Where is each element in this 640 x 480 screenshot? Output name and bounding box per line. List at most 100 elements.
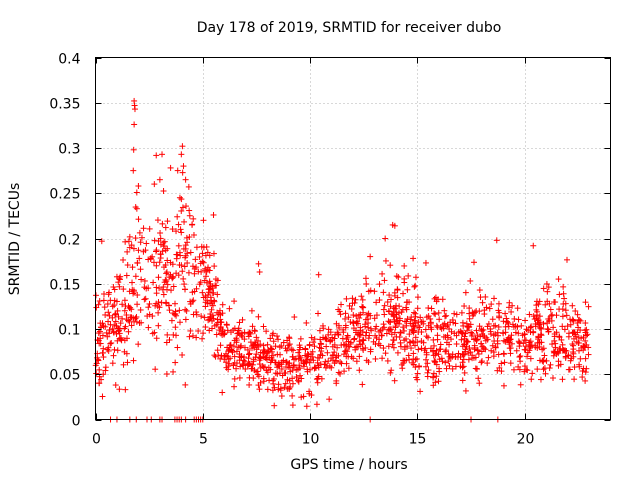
data-point [409,320,416,327]
data-point [351,336,358,343]
data-point [96,380,103,387]
data-point [184,250,191,257]
data-point [338,301,345,308]
data-point [225,356,232,363]
data-point [408,345,415,352]
data-point [378,332,385,339]
data-point [137,239,144,246]
data-point [179,268,186,275]
data-point [485,320,492,327]
data-point [317,340,324,347]
data-point [142,295,149,302]
data-point [517,358,524,365]
data-point [197,279,204,286]
data-point [500,350,507,357]
data-point [273,333,280,340]
data-point [478,326,485,333]
data-point [390,309,397,316]
data-point [126,233,133,240]
data-point [387,262,394,269]
data-point [321,361,328,368]
data-point-peak [130,146,137,153]
data-point [459,377,466,384]
data-point [463,320,470,327]
data-point [189,221,196,228]
data-point [134,291,141,298]
data-point [164,245,171,252]
data-point [281,384,288,391]
data-point [469,330,476,337]
data-point [478,358,485,365]
data-point [468,329,475,336]
data-point [289,402,296,409]
data-point [422,326,429,333]
x-tick-label: 10 [302,432,320,448]
data-point [215,311,222,318]
data-point [559,306,566,313]
data-point [331,335,338,342]
data-point [359,341,366,348]
data-point [417,388,424,395]
data-point [176,249,183,256]
data-point [161,242,168,249]
data-point [202,265,209,272]
data-point [363,311,370,318]
data-point [310,339,317,346]
data-point [189,332,196,339]
data-point [116,283,123,290]
y-tick-label: 0.2 [58,233,80,249]
data-point [486,305,493,312]
data-point [390,344,397,351]
data-point [110,352,117,359]
data-point [110,284,117,291]
data-point [435,378,442,385]
data-point [445,358,452,365]
data-point [571,376,578,383]
data-point [291,363,298,370]
data-point [269,377,276,384]
data-point [150,259,157,266]
data-point [359,303,366,310]
data-point [182,242,189,249]
data-point [460,351,467,358]
data-point [406,339,413,346]
data-point [391,289,398,296]
data-point [403,306,410,313]
data-point [535,301,542,308]
data-point [104,333,111,340]
data-point [528,376,535,383]
data-point [479,299,486,306]
data-point [289,392,296,399]
data-point [323,343,330,350]
data-point [164,331,171,338]
data-point [137,306,144,313]
data-point [184,260,191,267]
data-point [414,370,421,377]
data-point [525,341,532,348]
data-point [363,280,370,287]
data-point [105,344,112,351]
data-point [102,311,109,318]
data-point [296,346,303,353]
data-point [572,308,579,315]
data-point [211,352,218,359]
data-point [322,335,329,342]
data-point [283,358,290,365]
data-point [278,342,285,349]
data-point [202,324,209,331]
data-point [436,368,443,375]
data-point [509,302,516,309]
data-point [473,365,480,372]
y-tick-label: 0.35 [49,97,80,113]
data-point [542,370,549,377]
data-point [274,351,281,358]
data-point [164,257,171,264]
data-point [214,347,221,354]
data-point [325,331,332,338]
data-point [452,320,459,327]
data-point [264,386,271,393]
data-point [210,289,217,296]
data-point [503,315,510,322]
data-point [412,310,419,317]
data-point [430,373,437,380]
